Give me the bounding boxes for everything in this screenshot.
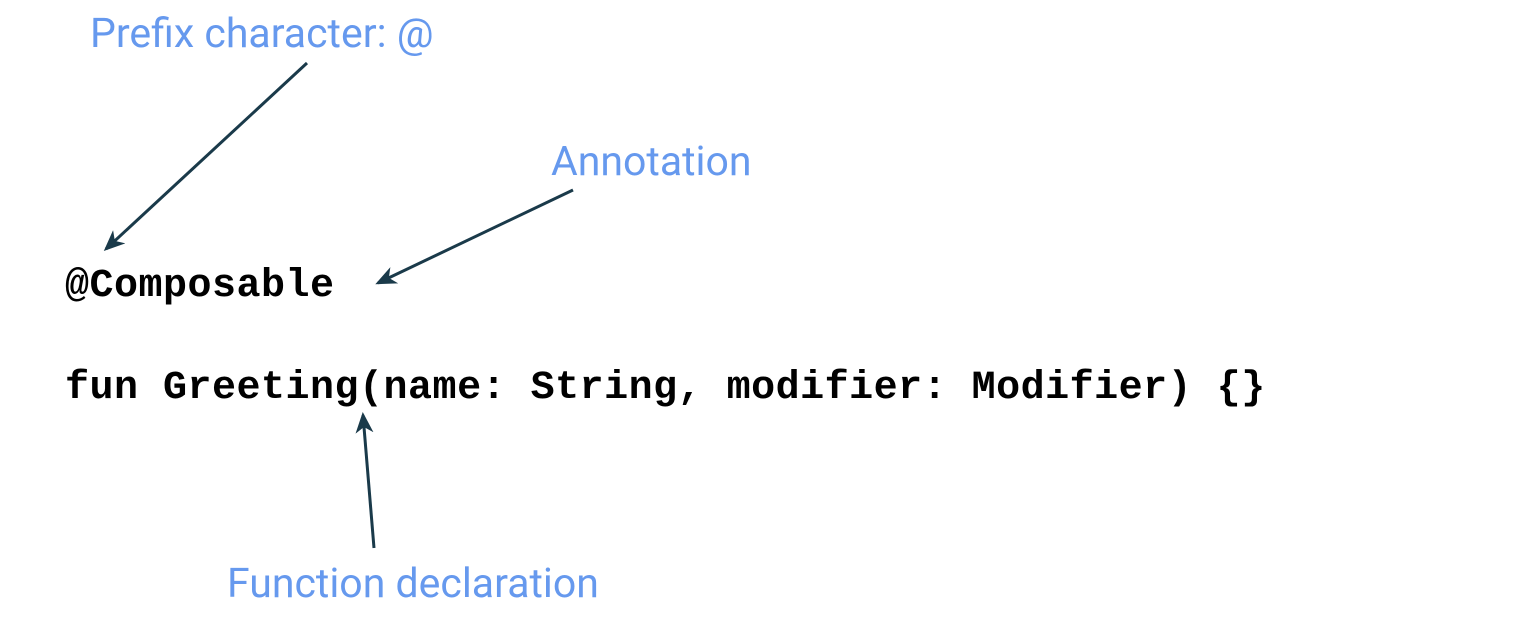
annotation-label: Annotation [551,138,752,186]
function-declaration-arrow [363,415,374,548]
prefix-label: Prefix character: @ [90,10,434,58]
code-function-line: fun Greeting(name: String, modifier: Mod… [65,366,1266,411]
annotation-arrow [378,190,573,283]
prefix-arrow [106,63,307,249]
code-annotation-line: @Composable [65,264,335,309]
arrows-overlay [0,0,1525,631]
function-declaration-label: Function declaration [227,560,599,608]
